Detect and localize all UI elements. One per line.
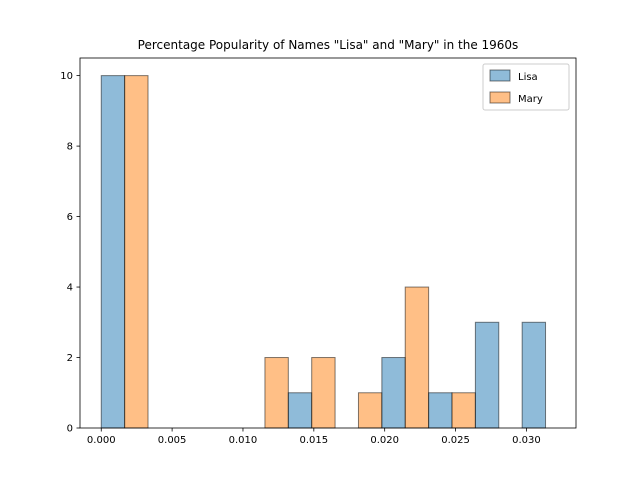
bar-mary-bin-6 [404, 286, 430, 429]
y-tick-label: 10 [60, 71, 73, 82]
x-tick-label: 0.010 [229, 435, 258, 446]
bar-lisa-bin-0 [100, 75, 126, 429]
y-tick-label: 8 [67, 142, 73, 153]
legend-label-mary: Mary [518, 94, 543, 105]
x-tick-label: 0.020 [370, 435, 399, 446]
legend-swatch-mary [489, 91, 511, 104]
bar-lisa-bin-7 [428, 392, 453, 429]
bar-lisa-bin-9 [521, 321, 547, 429]
bar-mary-bin-3 [264, 357, 289, 429]
y-tick-label: 2 [67, 353, 73, 364]
bar-lisa-bin-4 [287, 392, 313, 429]
bar-mary-bin-0 [124, 75, 149, 429]
bar-mary-bin-7 [451, 392, 476, 429]
x-tick-label: 0.025 [441, 435, 470, 446]
y-tick-label: 4 [67, 283, 73, 294]
x-tick-label: 0.030 [512, 435, 541, 446]
x-tick-label: 0.005 [158, 435, 187, 446]
bar-lisa-bin-6 [381, 357, 406, 429]
y-tick-label: 6 [67, 212, 73, 223]
bars-layer [100, 75, 547, 429]
plot-frame [79, 57, 577, 429]
y-tick-label: 0 [67, 424, 73, 435]
legend: Lisa Mary [482, 63, 570, 111]
bar-mary-bin-4 [311, 357, 336, 429]
legend-swatch-lisa [489, 69, 511, 82]
bar-lisa-bin-8 [474, 321, 500, 429]
x-tick-label: 0.000 [87, 435, 116, 446]
legend-label-lisa: Lisa [518, 72, 538, 83]
axes-layer: 0.000 0.005 0.010 0.015 0.020 0.025 0.030 0 2 4 6 8… [60, 57, 577, 446]
x-tick-label: 0.015 [300, 435, 329, 446]
chart-title: Percentage Popularity of Names "Lisa" an… [138, 38, 519, 52]
bar-mary-bin-5 [357, 392, 383, 429]
